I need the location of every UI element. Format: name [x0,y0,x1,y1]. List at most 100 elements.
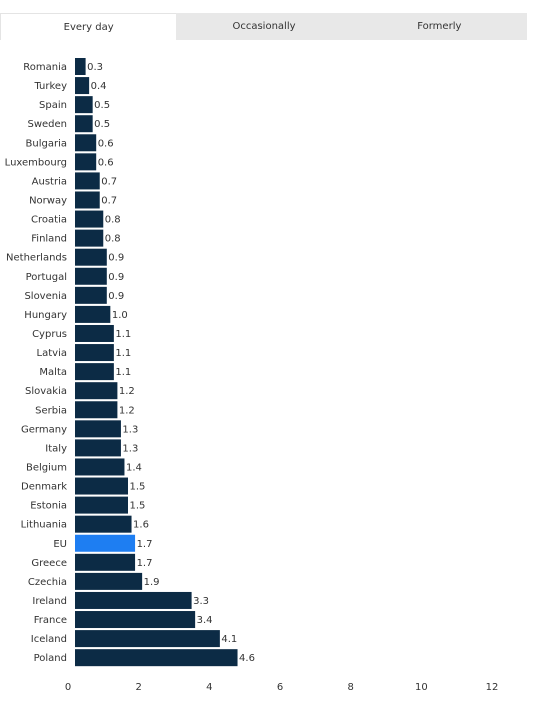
x-tick-label-4: 4 [206,682,212,693]
bar-malta[interactable] [75,363,114,381]
bar-norway[interactable] [75,191,100,209]
value-label-sweden: 0.5 [94,119,110,130]
value-label-iceland: 4.1 [221,634,237,645]
category-label-croatia: Croatia [31,215,67,226]
bar-serbia[interactable] [75,401,118,419]
bar-spain[interactable] [75,96,93,114]
category-label-norway: Norway [29,195,67,206]
category-label-czechia: Czechia [28,577,67,588]
x-tick-label-6: 6 [277,682,283,693]
bar-hungary[interactable] [75,305,111,323]
bar-belgium[interactable] [75,458,125,476]
value-label-portugal: 0.9 [108,272,124,283]
tab-every-day[interactable]: Every day [0,13,177,40]
bar-france[interactable] [75,611,196,629]
category-label-italy: Italy [45,443,67,454]
bar-bulgaria[interactable] [75,134,97,152]
value-label-austria: 0.7 [101,176,117,187]
category-label-serbia: Serbia [35,405,67,416]
category-label-turkey: Turkey [33,81,67,92]
x-tick-label-8: 8 [347,682,353,693]
bars-group [75,58,238,667]
bar-ireland[interactable] [75,591,192,609]
value-label-estonia: 1.5 [130,501,146,512]
value-label-denmark: 1.5 [130,482,146,493]
bar-eu[interactable] [75,534,136,552]
bar-luxembourg[interactable] [75,153,97,171]
bar-slovakia[interactable] [75,382,118,400]
value-label-bulgaria: 0.6 [98,138,114,149]
value-label-eu: 1.7 [137,539,153,550]
value-label-greece: 1.7 [137,558,153,569]
x-axis-ticks-group: 0 2 4 6 8 10 12 [65,682,499,693]
value-label-malta: 1.1 [115,367,131,378]
bar-slovenia[interactable] [75,286,107,304]
category-label-finland: Finland [31,234,67,245]
category-label-austria: Austria [32,176,67,187]
bar-iceland[interactable] [75,630,220,648]
value-label-spain: 0.5 [94,100,110,111]
x-tick-label-2: 2 [135,682,141,693]
value-label-germany: 1.3 [122,424,138,435]
category-label-hungary: Hungary [24,310,67,321]
value-label-cyprus: 1.1 [115,329,131,340]
category-label-france: France [34,615,67,626]
tab-bar: Every day Occasionally Formerly [0,13,527,40]
bar-netherlands[interactable] [75,248,107,266]
value-label-ireland: 3.3 [193,596,209,607]
value-label-italy: 1.3 [122,443,138,454]
bar-lithuania[interactable] [75,515,132,533]
bar-latvia[interactable] [75,344,114,362]
category-label-luxembourg: Luxembourg [5,157,67,168]
category-label-iceland: Iceland [31,634,67,645]
category-label-slovakia: Slovakia [25,386,67,397]
bar-germany[interactable] [75,420,121,438]
bar-finland[interactable] [75,229,104,247]
category-label-belgium: Belgium [26,462,67,473]
category-label-spain: Spain [39,100,67,111]
value-label-latvia: 1.1 [115,348,131,359]
value-label-lithuania: 1.6 [133,520,149,531]
tab-formerly[interactable]: Formerly [351,13,527,40]
value-label-croatia: 0.8 [105,215,121,226]
category-labels-group: Romania Turkey Spain Sweden Bulgaria Luxembou… [5,62,68,664]
x-tick-label-0: 0 [65,682,71,693]
category-label-lithuania: Lithuania [21,520,67,531]
category-label-germany: Germany [21,424,67,435]
tab-occasionally[interactable]: Occasionally [176,13,352,40]
category-label-cyprus: Cyprus [32,329,67,340]
value-label-luxembourg: 0.6 [98,157,114,168]
bar-italy[interactable] [75,439,121,457]
value-label-belgium: 1.4 [126,462,142,473]
value-label-netherlands: 0.9 [108,253,124,264]
value-label-serbia: 1.2 [119,405,135,416]
bar-portugal[interactable] [75,267,107,285]
category-label-portugal: Portugal [26,272,67,283]
value-label-france: 3.4 [197,615,213,626]
bar-cyprus[interactable] [75,324,114,342]
bar-estonia[interactable] [75,496,128,514]
bar-greece[interactable] [75,553,136,571]
x-tick-label-10: 10 [415,682,428,693]
value-label-hungary: 1.0 [112,310,128,321]
bar-czechia[interactable] [75,572,143,590]
category-label-latvia: Latvia [37,348,67,359]
category-label-greece: Greece [31,558,67,569]
category-label-slovenia: Slovenia [24,291,67,302]
bar-sweden[interactable] [75,115,93,133]
x-tick-label-12: 12 [486,682,499,693]
bar-croatia[interactable] [75,210,104,228]
category-label-malta: Malta [39,367,67,378]
value-label-turkey: 0.4 [91,81,107,92]
category-label-ireland: Ireland [32,596,67,607]
bar-denmark[interactable] [75,477,128,495]
bar-austria[interactable] [75,172,100,190]
category-label-sweden: Sweden [27,119,67,130]
category-label-bulgaria: Bulgaria [26,138,67,149]
bar-turkey[interactable] [75,77,90,95]
category-label-poland: Poland [34,653,67,664]
bar-poland[interactable] [75,649,238,667]
category-label-romania: Romania [23,62,67,73]
bar-romania[interactable] [75,58,86,75]
